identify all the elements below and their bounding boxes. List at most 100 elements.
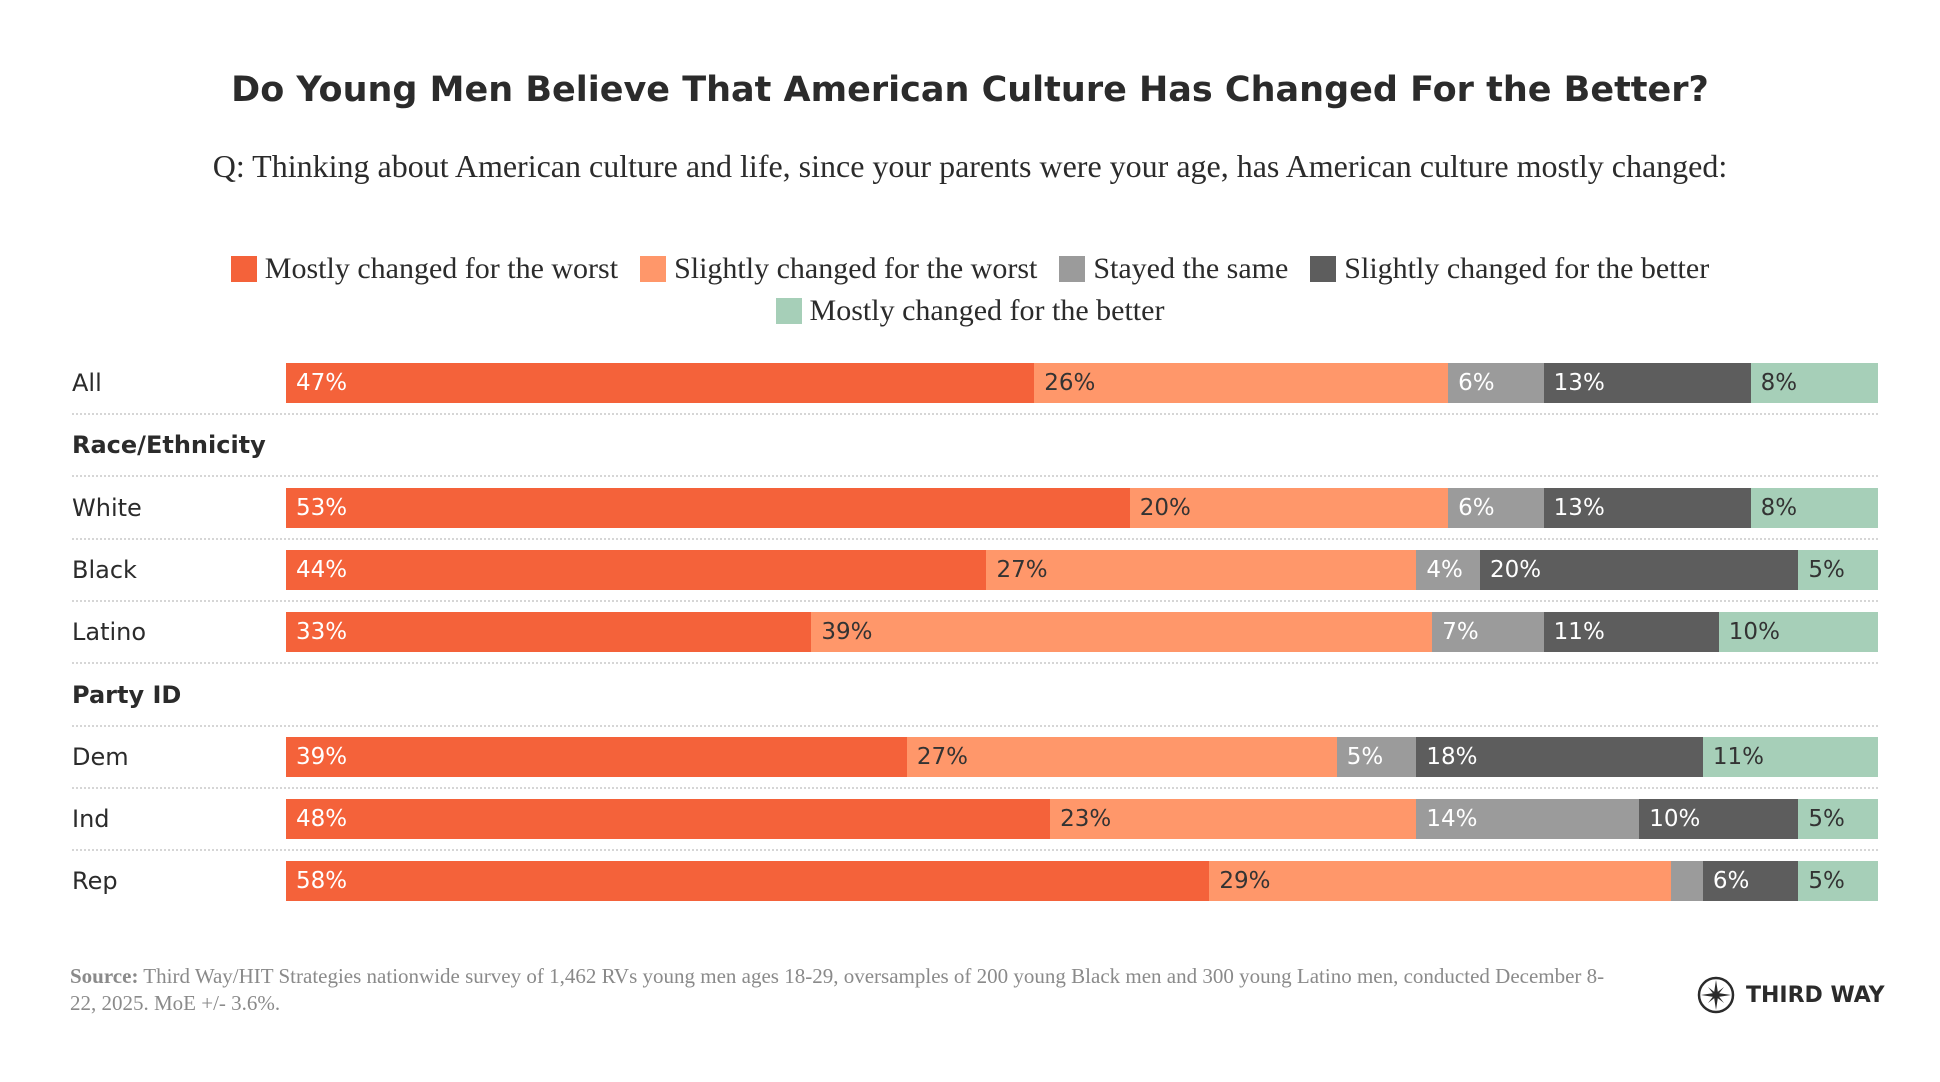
legend-swatch: [230, 256, 257, 282]
row-divider: [72, 413, 1878, 416]
bar-segment: 58%: [286, 861, 1210, 902]
chart-title: Do Young Men Believe That American Cultu…: [231, 70, 1709, 110]
bar-segment: 44%: [286, 549, 987, 590]
data-label: 23%: [1060, 806, 1112, 833]
bar-segment: 20%: [1129, 487, 1449, 528]
legend-label: Stayed the same: [1093, 252, 1289, 285]
legend-item: Stayed the same: [1059, 248, 1288, 290]
bar-segment: 39%: [286, 736, 908, 777]
data-label: 18%: [1426, 743, 1478, 770]
bar-segment: 26%: [1034, 363, 1449, 403]
bar-segment: 8%: [1750, 487, 1879, 528]
compass-star-icon: [1697, 976, 1735, 1014]
legend-item: Mostly changed for the better: [775, 290, 1165, 332]
bar-segment: 23%: [1050, 799, 1417, 840]
legend-swatch: [640, 256, 667, 282]
row-label: Rep: [72, 867, 118, 896]
bar-segment: 13%: [1543, 363, 1752, 403]
bar-segment: 27%: [906, 736, 1338, 777]
legend-label: Mostly changed for the worst: [264, 252, 619, 285]
data-label: 6%: [1712, 868, 1750, 895]
data-label: 10%: [1728, 619, 1780, 646]
data-label: 27%: [916, 743, 968, 770]
data-label: 10%: [1649, 806, 1701, 833]
data-label: 39%: [821, 619, 873, 646]
group-header: Party ID: [72, 680, 182, 709]
bar-segment: 10%: [1639, 799, 1799, 840]
bar-segment: 5%: [1336, 736, 1417, 777]
data-label: 20%: [1139, 494, 1191, 521]
data-label: 5%: [1808, 806, 1845, 833]
bar-segment: 6%: [1702, 861, 1799, 902]
bar-segment: 20%: [1480, 549, 1799, 590]
legend-item: Mostly changed for the worst: [230, 248, 619, 290]
data-label: 11%: [1553, 619, 1605, 646]
data-label: 39%: [296, 743, 348, 770]
data-label: 7%: [1442, 619, 1479, 646]
bar-segment: 7%: [1432, 612, 1545, 653]
data-label: 13%: [1553, 494, 1605, 521]
bar-segment: 13%: [1543, 487, 1752, 528]
data-label: 11%: [1712, 743, 1764, 770]
bar-segment: 53%: [286, 487, 1131, 528]
data-label: 8%: [1760, 370, 1798, 396]
data-label: 13%: [1553, 370, 1605, 396]
chart-subtitle: Q: Thinking about American culture and l…: [212, 148, 1728, 184]
row-label: Latino: [72, 618, 147, 647]
legend: Mostly changed for the worst Slightly cha…: [170, 248, 1770, 332]
bar-segment: 33%: [286, 612, 812, 653]
data-label: 5%: [1346, 743, 1384, 770]
bar-segment: 5%: [1798, 799, 1879, 840]
row-divider: [72, 786, 1878, 789]
row-label: White: [72, 493, 142, 522]
data-label: 14%: [1426, 806, 1478, 833]
group-header: Race/Ethnicity: [72, 431, 266, 460]
legend-swatch: [1310, 256, 1337, 282]
data-label: 44%: [296, 556, 348, 583]
row-label: Ind: [72, 805, 110, 834]
row-divider: [72, 849, 1878, 852]
bar-segment: 47%: [286, 363, 1035, 403]
legend-swatch: [775, 298, 802, 324]
bar-segment: 39%: [811, 612, 1433, 653]
bar-segment: 11%: [1702, 736, 1879, 777]
source-text: Third Way/HIT Strategies nationwide surv…: [70, 964, 1605, 1015]
bar-segment: 10%: [1718, 612, 1879, 653]
data-label: 33%: [296, 619, 348, 646]
data-label: 5%: [1808, 868, 1845, 895]
bar-segment: 6%: [1448, 487, 1545, 528]
legend-label: Slightly changed for the better: [1344, 252, 1710, 285]
row-divider: [72, 600, 1878, 603]
data-label: 26%: [1044, 370, 1096, 396]
bar-segment: 11%: [1543, 612, 1720, 653]
row-divider: [72, 724, 1878, 727]
legend-item: Slightly changed for the better: [1310, 248, 1709, 290]
data-label: 6%: [1458, 370, 1495, 396]
bar-segment: 29%: [1209, 861, 1672, 902]
legend-label: Mostly changed for the better: [809, 294, 1165, 327]
row-divider: [72, 537, 1878, 540]
bar-segment: 14%: [1416, 799, 1640, 840]
bar-segment: 4%: [1416, 549, 1481, 590]
bar-segment: 18%: [1416, 736, 1704, 777]
row-label: Dem: [72, 742, 129, 771]
bar-segment: 5%: [1798, 549, 1879, 590]
row-divider: [72, 475, 1878, 478]
third-way-logo: THIRD WAY: [1696, 975, 1885, 1015]
bar-segment: 48%: [286, 799, 1051, 840]
data-label: 5%: [1808, 556, 1845, 583]
legend-item: Slightly changed for the worst: [640, 248, 1037, 290]
legend-swatch: [1059, 256, 1086, 282]
bar-segment: 8%: [1750, 363, 1879, 403]
data-label: 58%: [296, 868, 348, 895]
data-label: 29%: [1219, 868, 1271, 895]
data-label: 4%: [1426, 556, 1463, 583]
source-note: Source: Third Way/HIT Strategies nationw…: [70, 963, 1630, 1017]
row-label: All: [72, 369, 102, 397]
data-label: 27%: [996, 556, 1048, 583]
data-label: 6%: [1458, 494, 1495, 521]
row-label: Black: [72, 555, 137, 584]
row-divider: [72, 662, 1878, 665]
bar-segment: [1671, 861, 1704, 902]
